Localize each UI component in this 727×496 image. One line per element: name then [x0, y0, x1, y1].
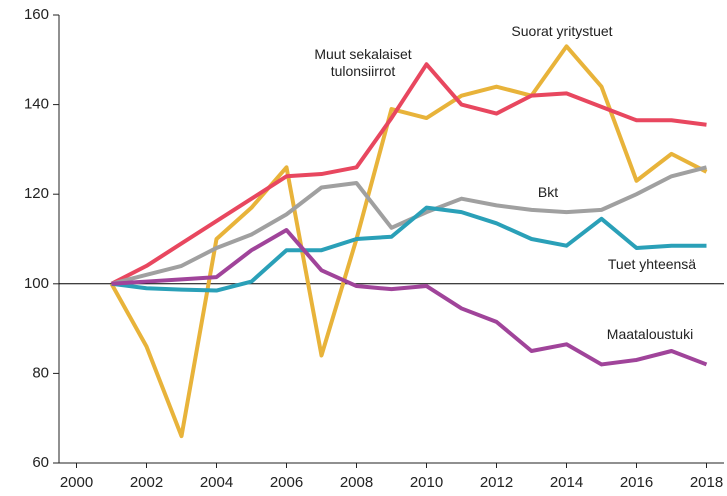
series-line	[110, 62, 707, 286]
x-tick-label: 2004	[200, 474, 233, 491]
series-label: Muut sekalaiset tulonsiirrot	[314, 46, 412, 79]
series-line	[109, 44, 708, 439]
series-line	[111, 228, 708, 367]
x-tick-label: 2002	[130, 474, 163, 491]
series-line	[111, 205, 707, 293]
y-tick-label: 80	[32, 364, 49, 381]
series-label: Suorat yritystuet	[511, 23, 613, 39]
y-tick-label: 160	[24, 6, 49, 23]
x-tick-label: 2010	[410, 474, 443, 491]
x-tick-label: 2018	[690, 474, 723, 491]
x-tick-label: 2006	[270, 474, 303, 491]
y-tick-label: 60	[32, 454, 49, 471]
x-tick-label: 2014	[550, 474, 583, 491]
x-tick-label: 2000	[60, 474, 93, 491]
x-tick-label: 2012	[480, 474, 513, 491]
x-tick-label: 2016	[620, 474, 653, 491]
y-tick-label: 100	[24, 275, 49, 292]
x-tick-label: 2008	[340, 474, 373, 491]
y-tick-label: 140	[24, 96, 49, 113]
series-label: Bkt	[537, 184, 559, 200]
series-label: Tuet yhteensä	[607, 256, 697, 272]
series-label: Maataloustuki	[606, 326, 694, 342]
y-tick-label: 120	[24, 185, 49, 202]
